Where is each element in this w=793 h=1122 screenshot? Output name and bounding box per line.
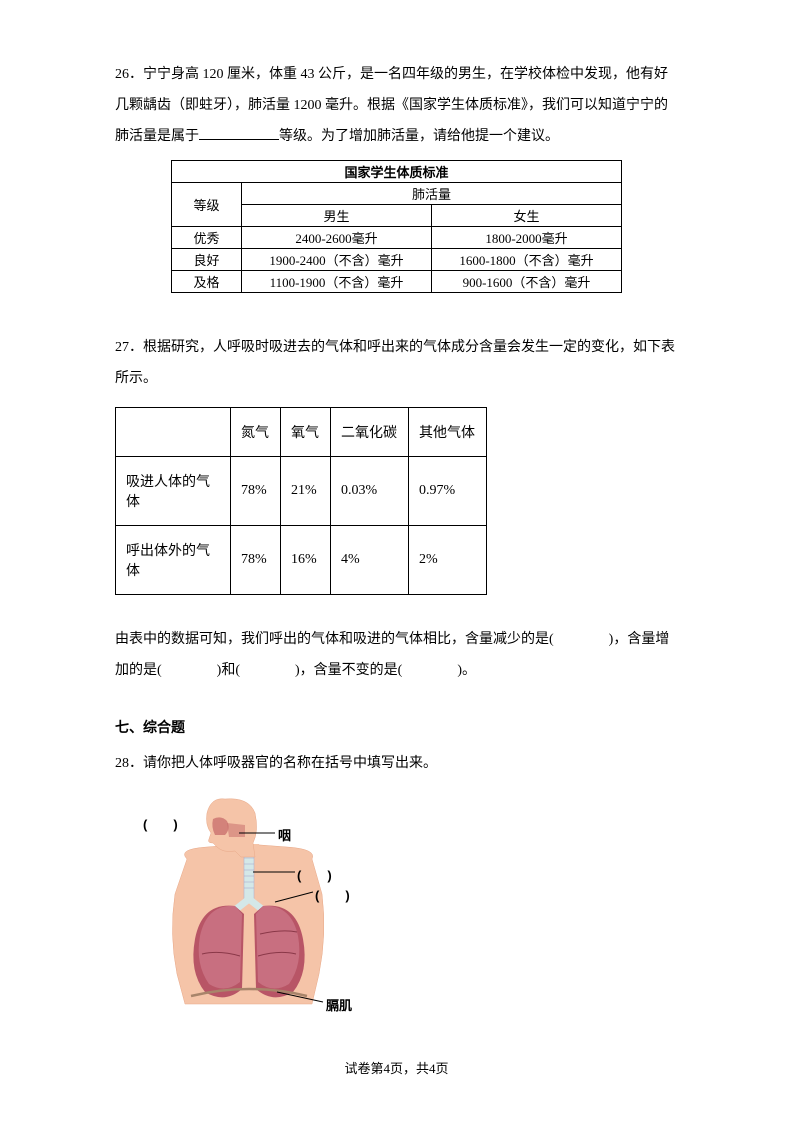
cell: 2400-2600毫升 bbox=[242, 227, 432, 249]
bracket-blank-3: ( ) bbox=[315, 885, 350, 904]
q26-suffix: 等级。为了增加肺活量，请给他提一个建议。 bbox=[279, 129, 559, 144]
q26-blank bbox=[199, 126, 279, 140]
cell: 1900-2400（不含）毫升 bbox=[242, 249, 432, 271]
cell: 2% bbox=[409, 525, 487, 594]
table1-col-female: 女生 bbox=[432, 205, 622, 227]
q27c-p5: )。 bbox=[457, 663, 476, 678]
cell: 吸进人体的气体 bbox=[116, 456, 231, 525]
table-row: 优秀 2400-2600毫升 1800-2000毫升 bbox=[172, 227, 622, 249]
respiratory-diagram: 咽 膈肌 ( ) ( ) ( ) bbox=[125, 789, 385, 1019]
cell: 氮气 bbox=[231, 407, 281, 456]
table1-rowheader: 等级 bbox=[172, 183, 242, 227]
cell: 1100-1900（不含）毫升 bbox=[242, 271, 432, 293]
cell: 21% bbox=[281, 456, 331, 525]
cell: 呼出体外的气体 bbox=[116, 525, 231, 594]
cell: 及格 bbox=[172, 271, 242, 293]
table-row: 及格 1100-1900（不含）毫升 900-1600（不含）毫升 bbox=[172, 271, 622, 293]
cell bbox=[116, 407, 231, 456]
cell: 0.03% bbox=[331, 456, 409, 525]
cell: 1600-1800（不含）毫升 bbox=[432, 249, 622, 271]
question-26: 26．宁宁身高 120 厘米，体重 43 公斤，是一名四年级的男生，在学校体检中… bbox=[115, 60, 678, 152]
page-footer: 试卷第4页，共4页 bbox=[0, 1058, 793, 1077]
head-icon bbox=[197, 795, 277, 859]
cell: 1800-2000毫升 bbox=[432, 227, 622, 249]
q27c-p4: )，含量不变的是( bbox=[295, 663, 402, 678]
table-row: 吸进人体的气体 78% 21% 0.03% 0.97% bbox=[116, 456, 487, 525]
question-27: 27．根据研究，人呼吸时吸进去的气体和呼出来的气体成分含量会发生一定的变化，如下… bbox=[115, 333, 678, 395]
cell: 78% bbox=[231, 456, 281, 525]
q27c-p3: )和( bbox=[217, 663, 240, 678]
q27-conclusion: 由表中的数据可知，我们呼出的气体和吸进的气体相比，含量减少的是()，含量增加的是… bbox=[115, 625, 678, 687]
label-yan: 咽 bbox=[278, 825, 291, 844]
q27c-p1: 由表中的数据可知，我们呼出的气体和吸进的气体相比，含量减少的是( bbox=[115, 632, 554, 647]
cell: 16% bbox=[281, 525, 331, 594]
cell: 4% bbox=[331, 525, 409, 594]
cell: 优秀 bbox=[172, 227, 242, 249]
table-gas-composition: 氮气 氧气 二氧化碳 其他气体 吸进人体的气体 78% 21% 0.03% 0.… bbox=[115, 407, 487, 595]
label-geji: 膈肌 bbox=[326, 995, 352, 1014]
section-7-heading: 七、综合题 bbox=[115, 717, 678, 737]
question-28: 28．请你把人体呼吸器官的名称在括号中填写出来。 bbox=[115, 749, 678, 780]
table1-group: 肺活量 bbox=[242, 183, 622, 205]
table1-title: 国家学生体质标准 bbox=[172, 161, 622, 183]
table-row: 呼出体外的气体 78% 16% 4% 2% bbox=[116, 525, 487, 594]
bracket-blank-1: ( ) bbox=[143, 814, 178, 833]
table1-col-male: 男生 bbox=[242, 205, 432, 227]
cell: 良好 bbox=[172, 249, 242, 271]
table-body-standard: 国家学生体质标准 等级 肺活量 男生 女生 优秀 2400-2600毫升 180… bbox=[171, 160, 622, 293]
cell: 氧气 bbox=[281, 407, 331, 456]
cell: 二氧化碳 bbox=[331, 407, 409, 456]
cell: 0.97% bbox=[409, 456, 487, 525]
bracket-blank-2: ( ) bbox=[297, 865, 332, 884]
cell: 其他气体 bbox=[409, 407, 487, 456]
table-row: 良好 1900-2400（不含）毫升 1600-1800（不含）毫升 bbox=[172, 249, 622, 271]
cell: 78% bbox=[231, 525, 281, 594]
cell: 900-1600（不含）毫升 bbox=[432, 271, 622, 293]
